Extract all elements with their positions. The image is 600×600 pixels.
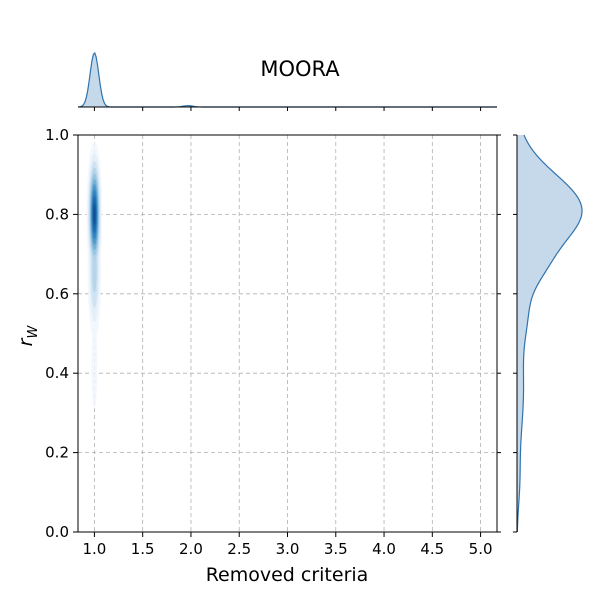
x-tick-label: 5.0 bbox=[469, 540, 493, 558]
x-tick-label: 4.5 bbox=[420, 540, 444, 558]
y-tick-label: 0.8 bbox=[45, 205, 69, 223]
right-marginal-line bbox=[516, 134, 583, 533]
x-tick-label: 1.0 bbox=[82, 540, 106, 558]
y-axis-label: rW bbox=[15, 325, 41, 347]
joint-kde-contours bbox=[86, 141, 103, 409]
kde-contour-level bbox=[93, 203, 96, 225]
chart-title: MOORA bbox=[260, 57, 340, 81]
y-tick-label: 0.2 bbox=[45, 444, 69, 462]
x-axis-label: Removed criteria bbox=[206, 564, 369, 586]
x-tick-label: 3.0 bbox=[276, 540, 300, 558]
x-tick-label: 4.0 bbox=[372, 540, 396, 558]
y-axis-label-subscript: W bbox=[26, 325, 41, 339]
top-marginal-kde bbox=[77, 51, 497, 111]
x-tick-label: 3.5 bbox=[324, 540, 348, 558]
y-tick-label: 0.4 bbox=[45, 364, 69, 382]
x-tick-label: 2.0 bbox=[179, 540, 203, 558]
y-axis-label-base: r bbox=[15, 337, 37, 346]
right-marginal-kde bbox=[513, 134, 583, 533]
kde-contour-level bbox=[91, 322, 98, 409]
y-axis-ticks: 0.0 0.2 0.4 0.6 0.8 1.0 bbox=[45, 126, 501, 541]
y-tick-label: 1.0 bbox=[45, 126, 69, 144]
y-tick-label: 0.0 bbox=[45, 523, 69, 541]
right-marginal-fill bbox=[517, 135, 582, 532]
x-tick-label: 1.5 bbox=[131, 540, 155, 558]
y-tick-label: 0.6 bbox=[45, 285, 69, 303]
x-tick-label: 2.5 bbox=[227, 540, 251, 558]
x-axis-ticks: 1.0 1.5 2.0 2.5 3.0 3.5 4.0 4.5 5.0 bbox=[82, 532, 493, 558]
